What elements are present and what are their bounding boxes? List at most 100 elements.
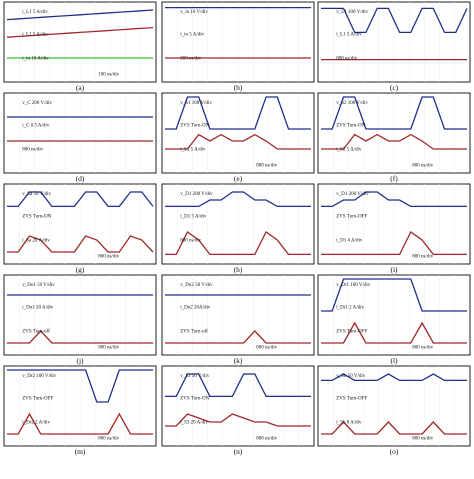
- panel-label: v_S3 50 V/div: [180, 374, 210, 379]
- panel-label: 800 ns/div: [256, 164, 277, 169]
- panel-label: ZVS Turn-OFF: [336, 215, 367, 220]
- panel-label: i_Do1 20 A/div: [22, 306, 54, 311]
- panel-caption: (o): [390, 447, 399, 456]
- panel-a: i_L1 5 A/div i_L1 5 A/div i_in 10 A/div 100…: [3, 1, 157, 92]
- panel-d: v_C 200 V/div i_C 0.5 A/div 800 ns/div (d): [3, 92, 157, 183]
- panel-label: i_S3 20 A/div: [180, 421, 208, 426]
- trace-m-0: [7, 369, 153, 403]
- trace-h-0: [165, 191, 311, 208]
- panel-i: v_D1 200 V/div ZVS Turn-OFF i_D1 4 A/div 80…: [317, 183, 471, 274]
- panel-label: ZVS Turn-ON: [22, 215, 51, 220]
- panel-label: v_L1 100 V/div: [336, 10, 368, 15]
- panel-label: 100 ns/div: [98, 73, 119, 78]
- trace-f-1: [321, 133, 467, 150]
- panel-label: v_C 200 V/div: [22, 101, 52, 106]
- trace-g-1: [7, 235, 154, 253]
- panel-caption: (d): [76, 174, 85, 183]
- trace-n-0: [165, 373, 311, 398]
- panel-k: v_Do2 50 V/div i_Do2 20A/div ZVS Turn-off 8…: [161, 274, 315, 365]
- panel-caption: (l): [390, 356, 398, 365]
- panel-n: v_S3 50 V/div ZVS Turn-ON i_S3 20 A/div 800…: [161, 365, 315, 456]
- panel-label: 800 ns/div: [22, 148, 43, 153]
- panel-caption: (h): [234, 265, 243, 274]
- panel-label: ZVS Turn-OFF: [336, 397, 367, 402]
- panel-caption: (e): [234, 174, 243, 183]
- trace-n-1: [165, 413, 311, 427]
- panel-label: ZVS Turn-OFF: [22, 397, 53, 402]
- panel-c: v_L1 100 V/div i_L1 5 A/div 800 ns/div (c): [317, 1, 471, 92]
- panel-label: ZVS Turn-ON: [180, 124, 209, 129]
- trace-h-1: [165, 231, 311, 256]
- trace-e-1: [165, 133, 311, 150]
- panel-m: v_Dr2 100 V/div ZVS Turn-OFF i_Dr2 2 A/div…: [3, 365, 157, 456]
- panel-caption: (k): [234, 356, 243, 365]
- panel-label: v_Dr2 100 V/div: [22, 374, 57, 379]
- trace-l-1: [321, 321, 467, 344]
- panel-label: 800 ns/div: [98, 346, 119, 351]
- panel-j: v_Do1 50 V/div i_Do1 20 A/div ZVS Turn-off…: [3, 274, 157, 365]
- panel-label: v_S2 100 V/div: [336, 101, 368, 106]
- panel-label: i_Do2 20A/div: [180, 306, 211, 311]
- panel-label: 800 ns/div: [98, 437, 119, 442]
- panel-caption: (j): [76, 356, 84, 365]
- panel-label: v_in 10 V/div: [180, 10, 208, 15]
- panel-label: i_Sa 20 A/div: [22, 239, 50, 244]
- panel-label: ZVS Turn-ON: [336, 124, 365, 129]
- panel-label: i_Dr1 2 A/div: [336, 306, 364, 311]
- panel-label: ZVS Turn-ON: [180, 397, 209, 402]
- panel-label: 800 ns/div: [180, 239, 201, 244]
- panel-caption: (f): [390, 174, 398, 183]
- panel-label: i_D1 4 A/div: [336, 239, 363, 244]
- panel-label: i_C 0.5 A/div: [22, 124, 50, 129]
- panel-label: i_D1 5 A/div: [180, 215, 207, 220]
- panel-label: v_D1 200 V/div: [336, 192, 369, 197]
- trace-c-0: [321, 7, 468, 34]
- panel-label: v_Sb 50 V/div: [336, 374, 366, 379]
- trace-a-0: [6, 9, 154, 21]
- panel-label: v_Do2 50 V/div: [180, 283, 213, 288]
- panel-caption: (m): [75, 447, 86, 456]
- panel-l: v_Dr1 100 V/div i_Dr1 2 A/div ZVS Turn-OFF…: [317, 274, 471, 365]
- panel-label: v_Sa 50 V/div: [22, 192, 51, 197]
- panel-label: v_Dr1 100 V/div: [336, 283, 371, 288]
- panel-b: v_in 10 V/div i_in 5 A/div 800 ns/div (b): [161, 1, 315, 92]
- panel-caption: (g): [76, 265, 85, 274]
- panel-caption: (c): [390, 83, 399, 92]
- panel-e: v_S1 100 V/div ZVS Turn-ON i_S1 5 A/div 800…: [161, 92, 315, 183]
- trace-l-0: [321, 278, 467, 312]
- panel-label: i_in 10 A/div: [22, 57, 49, 62]
- panel-f: v_S2 100 V/div ZVS Turn-ON i_S2 5 A/div 800…: [317, 92, 471, 183]
- panel-label: ZVS Turn-off: [180, 330, 208, 335]
- trace-g-0: [7, 191, 154, 208]
- panel-label: i_S2 5 A/div: [336, 148, 362, 153]
- panel-label: i_S1 5 A/div: [180, 148, 206, 153]
- panel-label: 800 ns/div: [412, 346, 433, 351]
- trace-i-0: [321, 191, 467, 208]
- panel-o: v_Sb 50 V/div ZVS Turn-OFF i_Sb 8 A/div 800…: [317, 365, 471, 456]
- panel-label: i_L1 5 A/div: [336, 33, 362, 38]
- panel-label: 800 ns/div: [412, 255, 433, 260]
- panel-label: 800 ns/div: [336, 57, 357, 62]
- panel-caption: (n): [234, 447, 243, 456]
- panel-label: i_L1 5 A/div: [22, 10, 48, 15]
- trace-i-1: [321, 231, 467, 256]
- panel-label: v_S1 100 V/div: [180, 101, 212, 106]
- trace-o-0: [321, 373, 467, 382]
- panel-label: v_D1 200 V/div: [180, 192, 213, 197]
- trace-a-1: [6, 26, 154, 38]
- trace-k-1: [165, 330, 311, 344]
- panel-label: i_L1 5 A/div: [22, 33, 48, 38]
- trace-j-1: [7, 330, 153, 344]
- trace-o-1: [321, 421, 467, 435]
- trace-e-0: [165, 96, 311, 130]
- panel-caption: (b): [234, 83, 243, 92]
- panel-label: v_Do1 50 V/div: [22, 283, 55, 288]
- trace-m-1: [7, 412, 153, 435]
- panel-caption: (i): [390, 265, 398, 274]
- panel-label: 800 ns/div: [412, 164, 433, 169]
- panel-label: 800 ns/div: [256, 346, 277, 351]
- panel-label: i_Sb 8 A/div: [336, 421, 362, 426]
- panel-label: 800 ns/div: [256, 437, 277, 442]
